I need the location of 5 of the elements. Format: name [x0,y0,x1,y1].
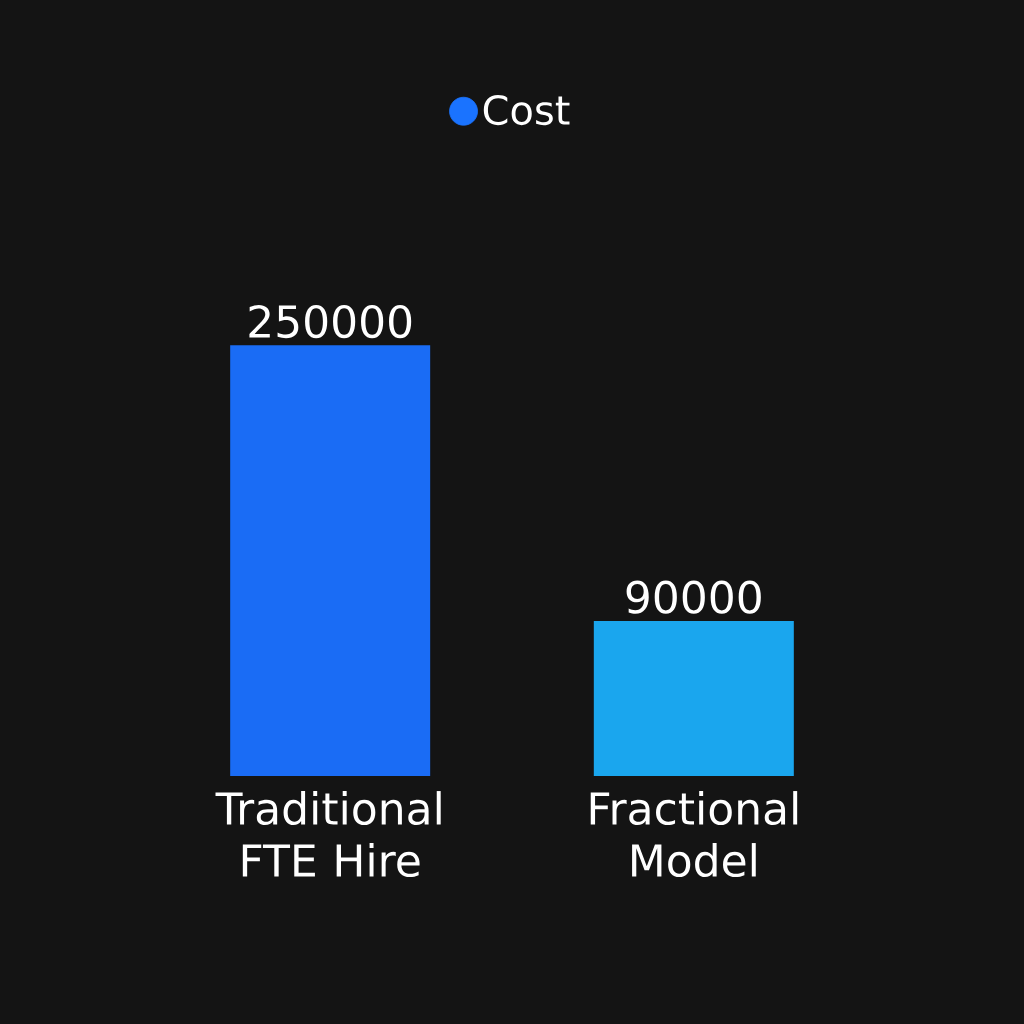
x-tick-label: Traditional FTE Hire [215,791,441,878]
legend-label: Cost [483,94,570,126]
data-label: 90000 [626,580,761,614]
data-label: 250000 [249,304,412,339]
x-tick-label: Fractional Model [590,791,798,878]
